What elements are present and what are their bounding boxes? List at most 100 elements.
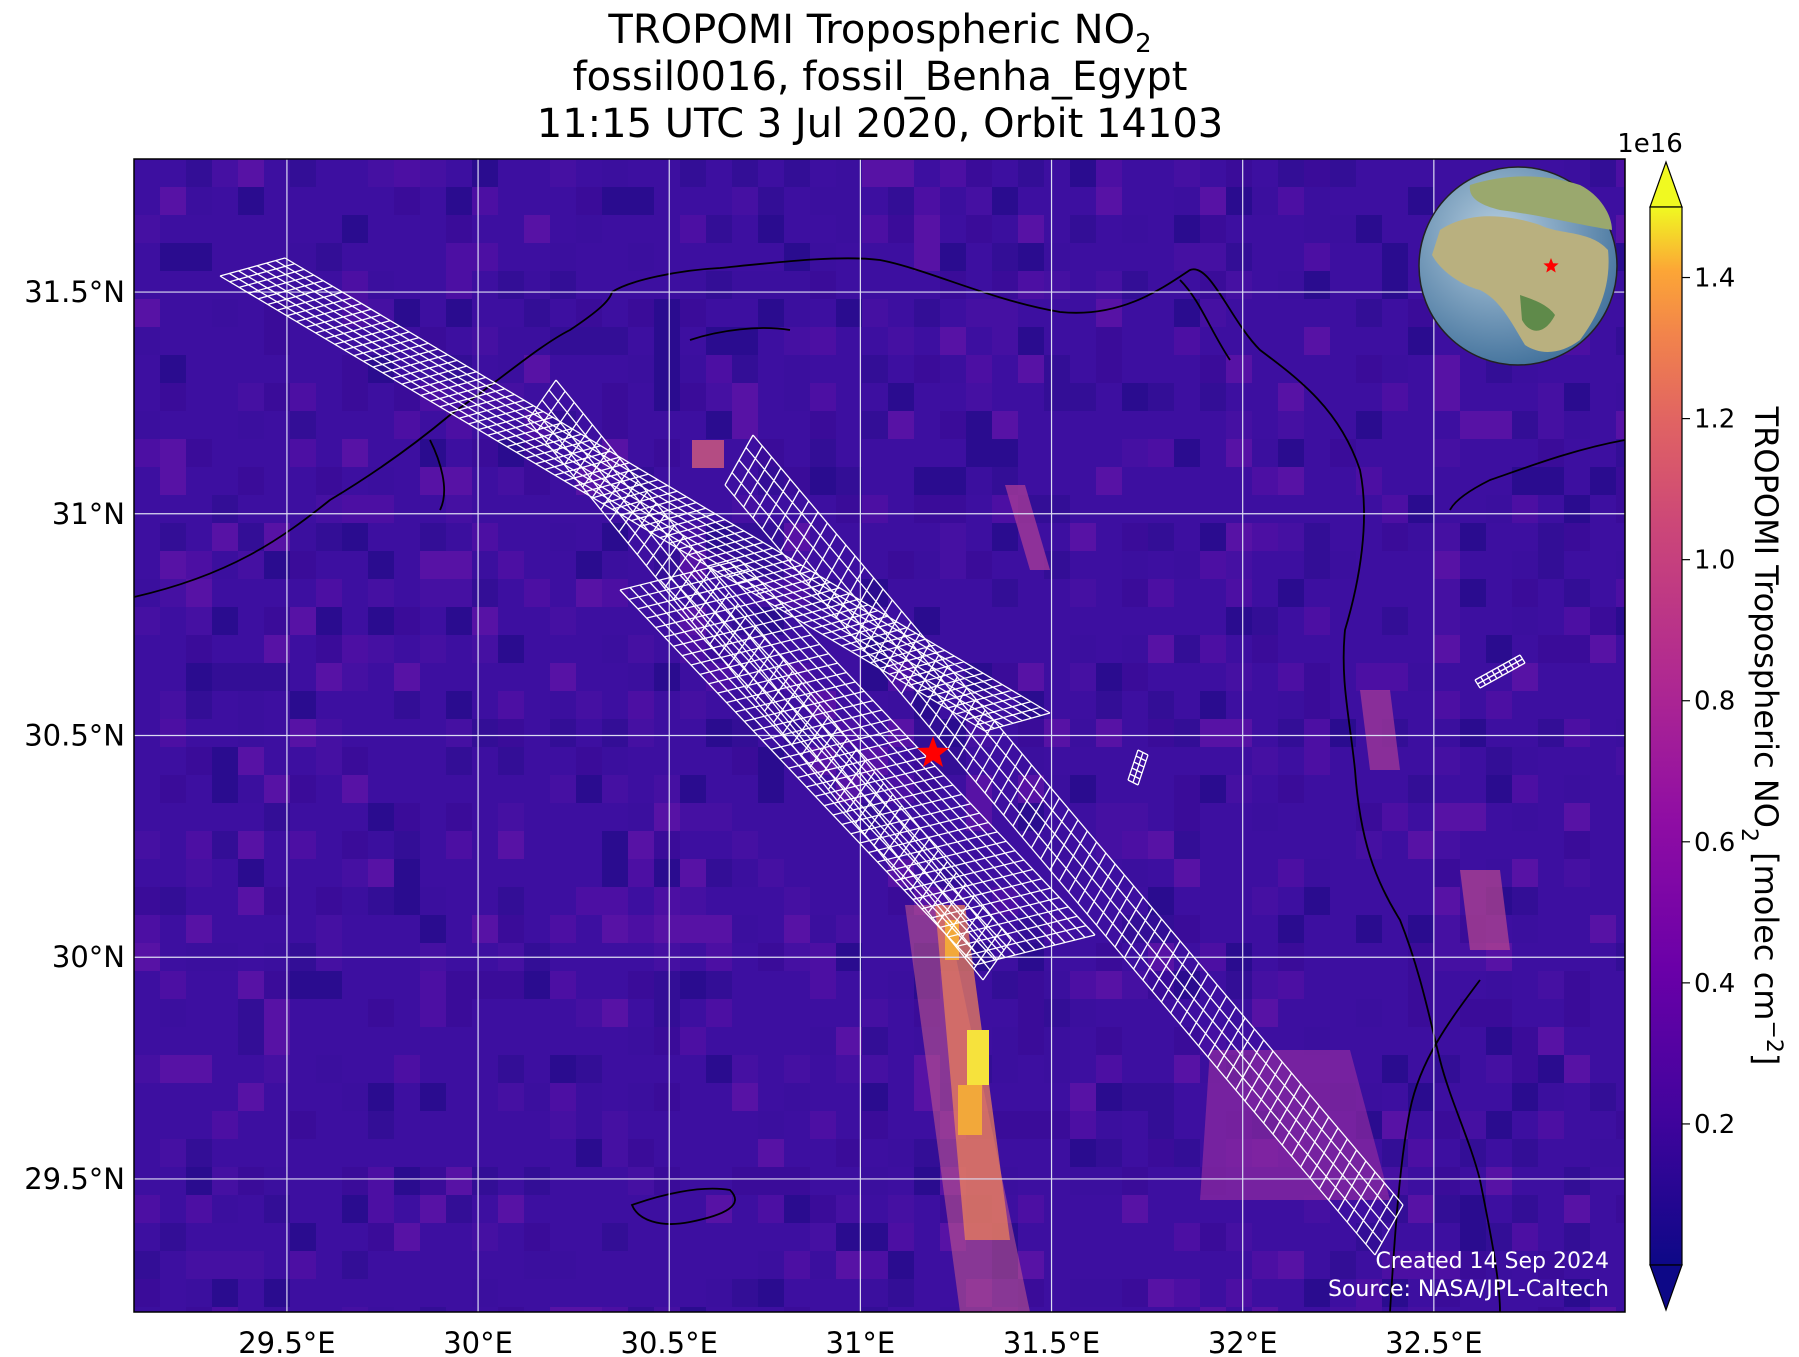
title-line-3: 11:15 UTC 3 Jul 2020, Orbit 14103 [536, 101, 1224, 147]
no2-pixel [1070, 775, 1096, 803]
no2-pixel [1226, 551, 1252, 579]
no2-pixel [1122, 1279, 1148, 1307]
no2-pixel [1564, 635, 1590, 663]
no2-pixel [706, 719, 732, 747]
no2-pixel [654, 1027, 680, 1055]
no2-pixel [446, 187, 472, 215]
no2-pixel [1564, 999, 1590, 1027]
no2-pixel [654, 775, 680, 803]
no2-pixel [1096, 327, 1122, 355]
no2-pixel [1304, 691, 1330, 719]
no2-pixel [316, 607, 342, 635]
no2-pixel [914, 299, 940, 327]
no2-pixel [1304, 1279, 1330, 1307]
no2-pixel [1564, 523, 1590, 551]
no2-pixel [888, 691, 914, 719]
no2-pixel [1200, 523, 1226, 551]
no2-pixel [1304, 187, 1330, 215]
no2-pixel [498, 1055, 524, 1083]
no2-pixel [394, 299, 420, 327]
no2-pixel [862, 1055, 888, 1083]
no2-pixel [186, 1195, 212, 1223]
no2-pixel [524, 971, 550, 999]
no2-pixel [1096, 355, 1122, 383]
no2-pixel [1252, 1251, 1278, 1279]
no2-pixel [1174, 187, 1200, 215]
no2-pixel [628, 859, 654, 887]
no2-pixel [706, 271, 732, 299]
no2-pixel [550, 1307, 576, 1312]
no2-pixel [1278, 775, 1304, 803]
no2-pixel [1122, 439, 1148, 467]
y-tick-label: 30°N [52, 940, 125, 974]
no2-pixel [732, 327, 758, 355]
title-line-1: TROPOMI Tropospheric NO2 [608, 7, 1152, 59]
no2-pixel [186, 159, 212, 187]
globe-central-africa [1520, 295, 1555, 331]
no2-pixel [1122, 271, 1148, 299]
no2-pixel [264, 299, 290, 327]
no2-pixel [1252, 523, 1278, 551]
no2-pixel [238, 775, 264, 803]
no2-pixel [1148, 831, 1174, 859]
no2-pixel [394, 831, 420, 859]
no2-pixel [1096, 719, 1122, 747]
no2-pixel [524, 1083, 550, 1111]
no2-pixel [446, 747, 472, 775]
no2-pixel [342, 523, 368, 551]
no2-pixel [212, 1195, 238, 1223]
no2-pixel [290, 691, 316, 719]
no2-pixel [836, 299, 862, 327]
no2-pixel [680, 915, 706, 943]
no2-pixel [1616, 439, 1625, 467]
no2-pixel [810, 1251, 836, 1279]
no2-pixel [628, 663, 654, 691]
no2-pixel [316, 635, 342, 663]
no2-pixel [264, 383, 290, 411]
no2-pixel [1356, 663, 1382, 691]
no2-pixel [186, 1055, 212, 1083]
no2-pixel [1564, 775, 1590, 803]
no2-pixel [524, 467, 550, 495]
no2-pixel [264, 1027, 290, 1055]
no2-pixel [1096, 971, 1122, 999]
no2-pixel [992, 187, 1018, 215]
no2-pixel [1044, 271, 1070, 299]
no2-pixel [1252, 1307, 1278, 1312]
no2-pixel [368, 495, 394, 523]
no2-pixel [446, 243, 472, 271]
no2-pixel [1434, 747, 1460, 775]
no2-pixel [238, 411, 264, 439]
no2-pixel [940, 1307, 966, 1312]
no2-pixel [940, 243, 966, 271]
no2-pixel [888, 215, 914, 243]
no2-pixel [654, 999, 680, 1027]
no2-pixel [1512, 887, 1538, 915]
no2-pixel [446, 831, 472, 859]
no2-pixel [394, 159, 420, 187]
no2-pixel [1434, 635, 1460, 663]
no2-pixel [368, 831, 394, 859]
no2-pixel [1096, 467, 1122, 495]
no2-pixel [1616, 579, 1625, 607]
no2-pixel [238, 1251, 264, 1279]
no2-pixel [446, 691, 472, 719]
no2-pixel [472, 243, 498, 271]
no2-pixel [498, 551, 524, 579]
no2-pixel [550, 1083, 576, 1111]
no2-pixel [1564, 1055, 1590, 1083]
colorbar-tick-label: 1.4 [1694, 264, 1735, 294]
no2-pixel [1096, 159, 1122, 187]
no2-pixel [1408, 1083, 1434, 1111]
no2-pixel [888, 327, 914, 355]
no2-pixel [1590, 1083, 1616, 1111]
no2-pixel [134, 1251, 160, 1279]
x-axis-ticks: 29.5°E 30°E 30.5°E 31°E 31.5°E 32°E 32.5°E [238, 1326, 1482, 1357]
no2-pixel [316, 971, 342, 999]
no2-pixel [1616, 383, 1625, 411]
no2-pixel [1564, 1223, 1590, 1251]
no2-pixel [446, 999, 472, 1027]
no2-pixel [1200, 551, 1226, 579]
no2-pixel [472, 915, 498, 943]
no2-pixel [732, 271, 758, 299]
